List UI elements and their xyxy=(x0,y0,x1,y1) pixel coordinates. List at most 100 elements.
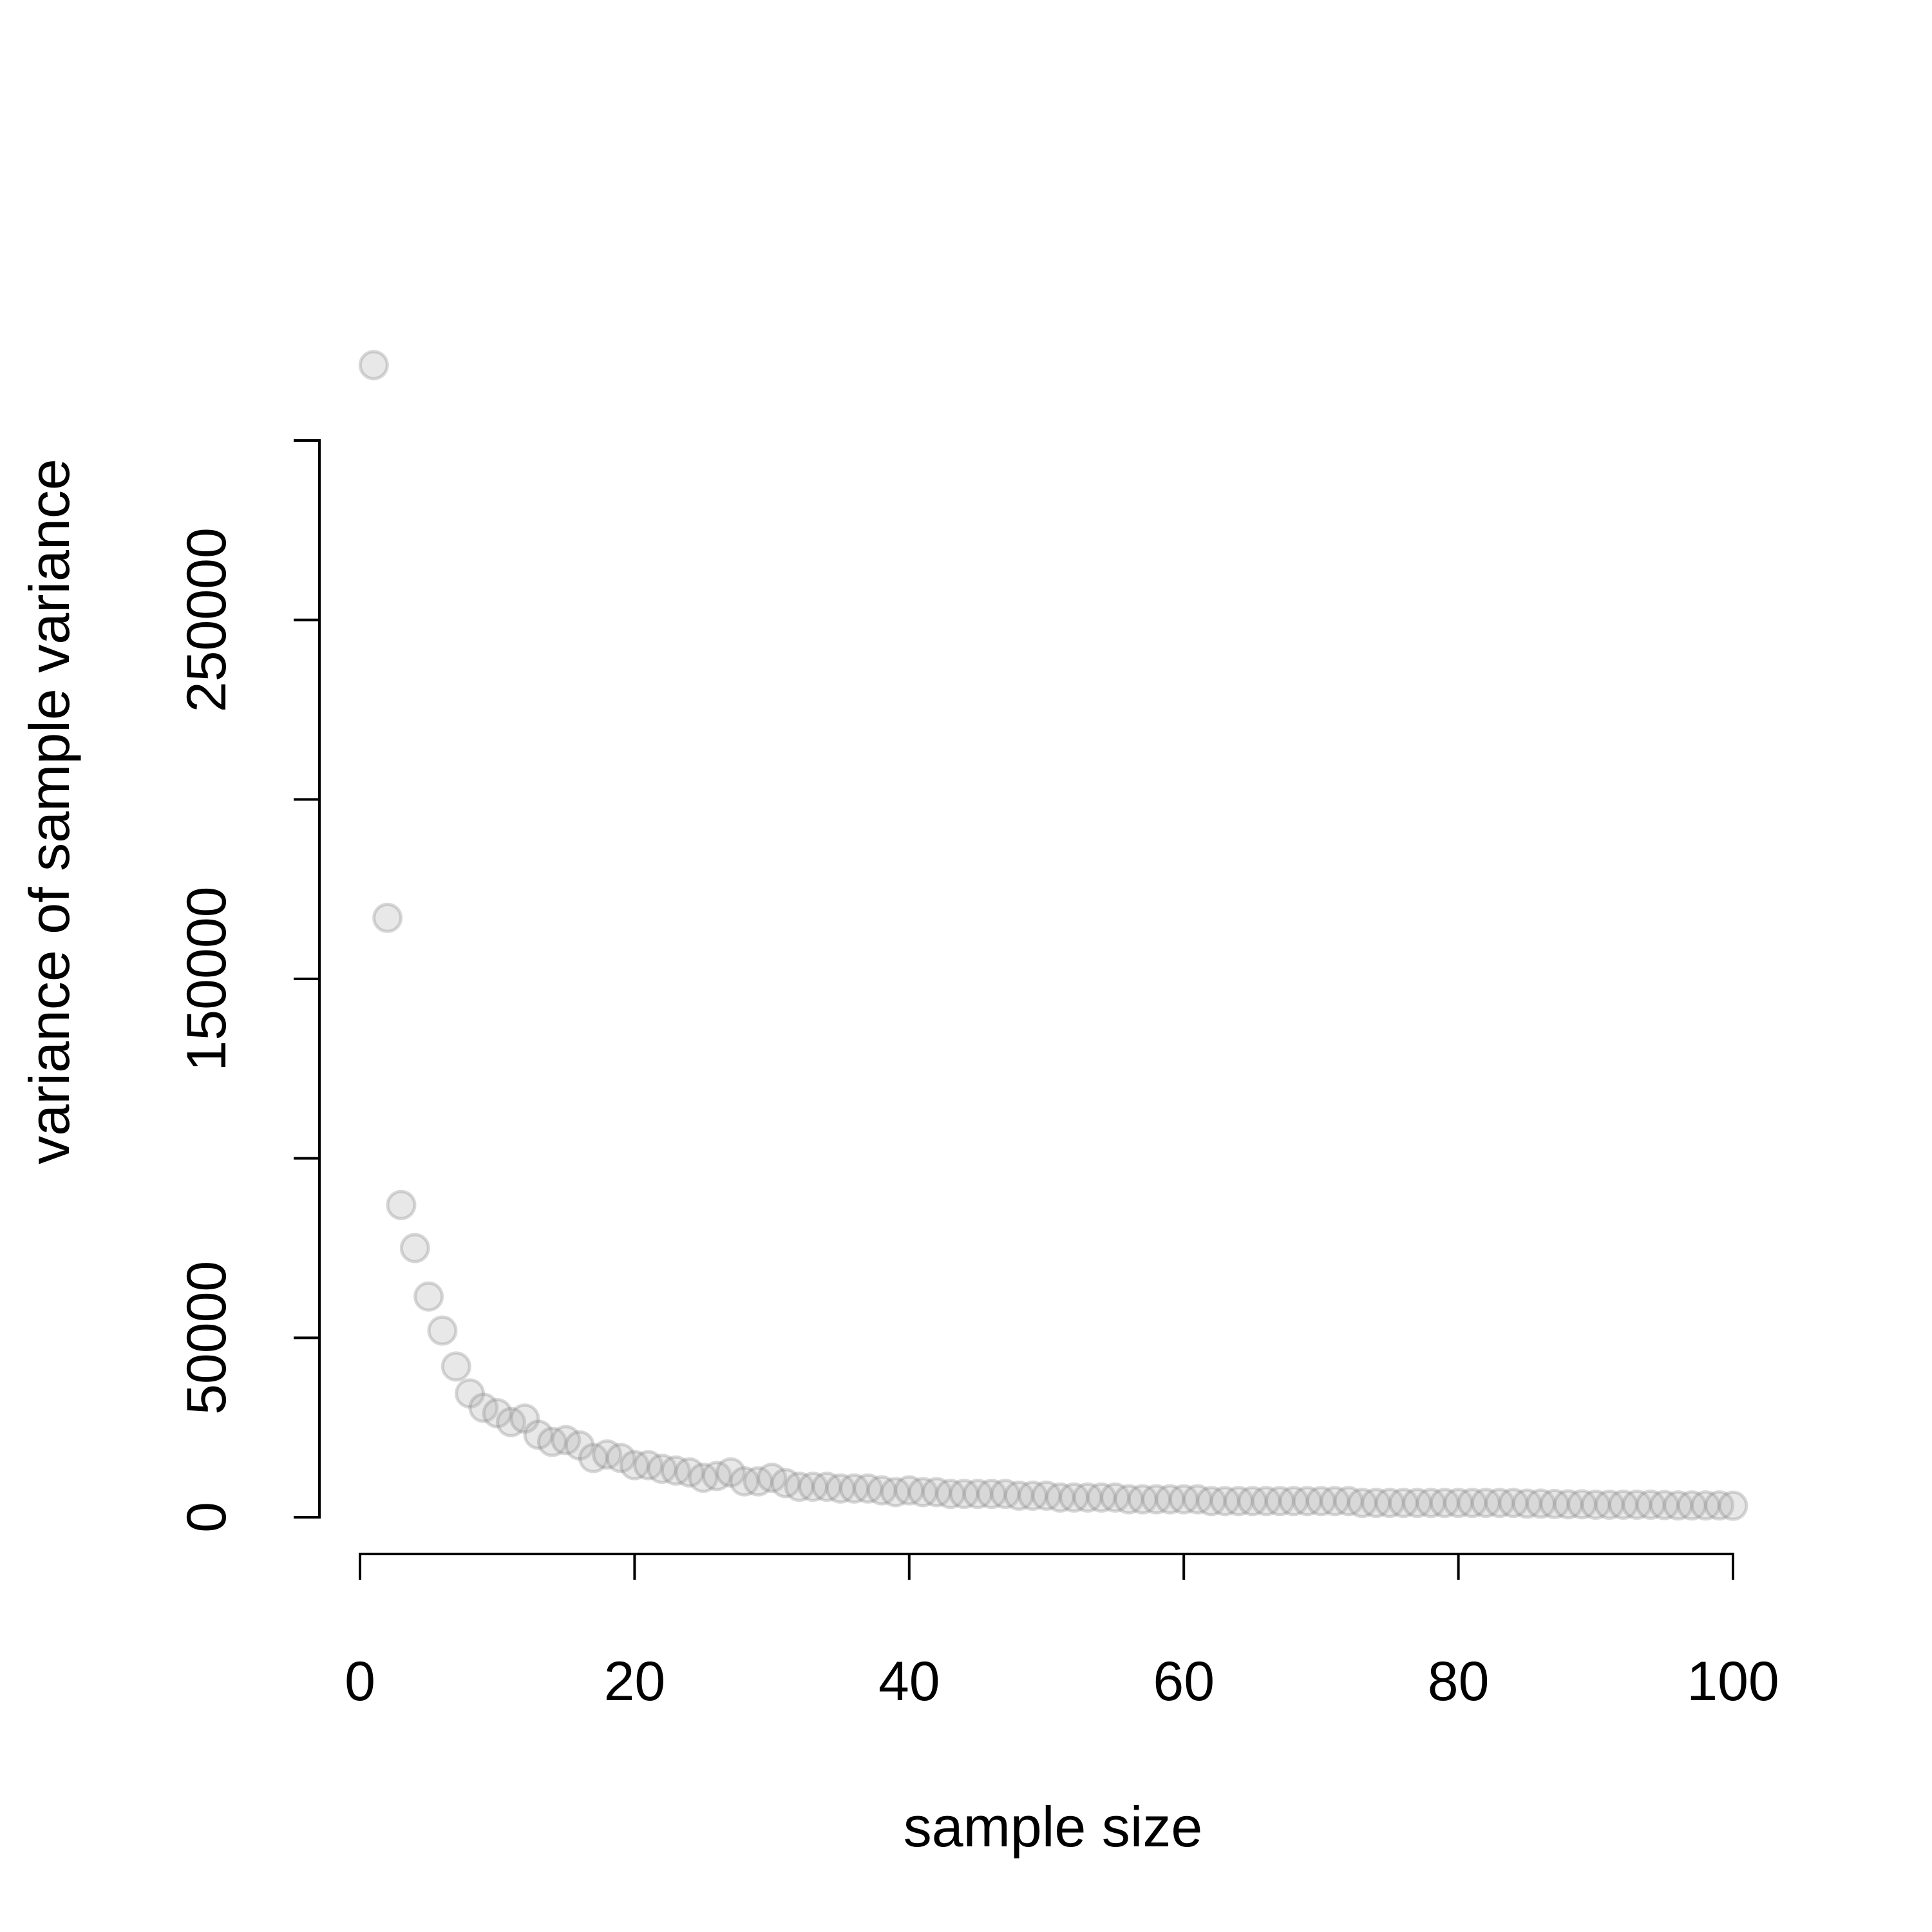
data-points xyxy=(358,350,1748,1521)
data-point xyxy=(427,1315,458,1346)
data-point xyxy=(564,1430,595,1461)
data-point xyxy=(399,1233,430,1264)
data-point xyxy=(633,1450,664,1481)
data-point xyxy=(1361,1488,1392,1519)
data-point xyxy=(935,1479,966,1510)
data-point xyxy=(1388,1488,1419,1519)
data-point xyxy=(1443,1488,1474,1519)
data-point xyxy=(605,1443,636,1473)
data-point xyxy=(1264,1486,1295,1517)
data-point xyxy=(509,1403,540,1434)
data-point xyxy=(1100,1482,1131,1513)
data-point xyxy=(1031,1481,1062,1511)
data-point xyxy=(1072,1482,1103,1513)
data-point xyxy=(921,1477,952,1508)
x-tick-label: 80 xyxy=(1428,1651,1490,1712)
data-point xyxy=(496,1406,527,1437)
data-point xyxy=(1635,1489,1666,1520)
data-point xyxy=(1292,1486,1323,1517)
data-point xyxy=(729,1466,760,1497)
data-point xyxy=(907,1477,938,1508)
data-point xyxy=(413,1281,444,1312)
data-point xyxy=(715,1457,746,1488)
data-point xyxy=(1690,1490,1721,1521)
data-point xyxy=(1113,1484,1144,1515)
y-axis-title: variance of sample variance xyxy=(17,459,81,1164)
data-point xyxy=(1498,1488,1529,1519)
data-point xyxy=(536,1426,567,1457)
data-point xyxy=(1718,1490,1748,1521)
y-tick-label: 150000 xyxy=(176,887,238,1072)
x-tick-label: 0 xyxy=(345,1651,375,1712)
data-point xyxy=(1649,1490,1680,1520)
data-point xyxy=(592,1439,623,1470)
data-point xyxy=(1470,1488,1501,1519)
data-point xyxy=(1347,1488,1378,1519)
data-point xyxy=(1566,1489,1597,1520)
data-point xyxy=(1402,1488,1433,1519)
x-tick-label: 100 xyxy=(1687,1651,1779,1712)
data-point xyxy=(1333,1486,1364,1517)
data-point xyxy=(798,1472,829,1502)
data-point xyxy=(1251,1486,1282,1517)
data-point xyxy=(688,1463,719,1493)
y-tick-label: 50000 xyxy=(176,1261,238,1415)
data-point xyxy=(701,1461,732,1492)
data-point xyxy=(468,1392,499,1423)
data-point xyxy=(990,1479,1021,1510)
data-point xyxy=(440,1351,471,1382)
data-point xyxy=(1127,1484,1158,1515)
data-point xyxy=(1539,1488,1570,1519)
data-point xyxy=(962,1479,993,1510)
data-point xyxy=(1594,1489,1625,1520)
x-tick-label: 60 xyxy=(1153,1651,1215,1712)
data-point xyxy=(1457,1488,1488,1519)
data-point xyxy=(825,1473,856,1504)
data-point xyxy=(455,1378,486,1409)
data-point xyxy=(757,1463,788,1493)
data-point xyxy=(1704,1490,1735,1521)
data-point xyxy=(1416,1488,1446,1519)
data-point xyxy=(1209,1486,1240,1517)
data-point xyxy=(1607,1489,1638,1520)
data-point xyxy=(578,1443,609,1473)
data-point xyxy=(949,1479,980,1510)
data-point xyxy=(811,1472,842,1502)
data-point xyxy=(1526,1488,1557,1519)
x-tick-label: 20 xyxy=(604,1651,666,1712)
data-point xyxy=(1305,1486,1336,1517)
data-point xyxy=(1045,1482,1075,1513)
data-point xyxy=(1676,1490,1707,1521)
y-tick-label: 0 xyxy=(176,1502,238,1533)
data-point xyxy=(1429,1488,1460,1519)
data-point xyxy=(770,1468,801,1499)
data-point xyxy=(1196,1486,1227,1517)
data-point xyxy=(1511,1488,1542,1519)
x-axis-title: sample size xyxy=(904,1795,1203,1859)
data-point xyxy=(1484,1488,1515,1519)
data-point xyxy=(1155,1484,1186,1515)
data-point xyxy=(853,1473,884,1504)
data-point xyxy=(743,1466,773,1497)
data-point xyxy=(1580,1489,1611,1520)
data-point xyxy=(1278,1486,1309,1517)
data-point xyxy=(1141,1484,1172,1515)
data-point xyxy=(619,1450,650,1481)
data-point xyxy=(1320,1486,1350,1517)
data-point xyxy=(1168,1484,1199,1515)
data-point xyxy=(386,1189,417,1220)
data-point xyxy=(839,1473,870,1504)
data-point xyxy=(372,902,403,933)
data-point xyxy=(866,1475,897,1506)
data-point xyxy=(358,350,389,381)
data-point xyxy=(1223,1486,1254,1517)
data-point xyxy=(523,1419,554,1450)
data-point xyxy=(647,1454,677,1484)
data-point xyxy=(784,1472,815,1502)
x-tick-label: 40 xyxy=(878,1651,940,1712)
data-point xyxy=(674,1457,705,1488)
y-tick-label: 250000 xyxy=(176,527,238,712)
data-point xyxy=(482,1397,513,1428)
y-axis: 0 50000 150000 250000 xyxy=(176,439,321,1533)
